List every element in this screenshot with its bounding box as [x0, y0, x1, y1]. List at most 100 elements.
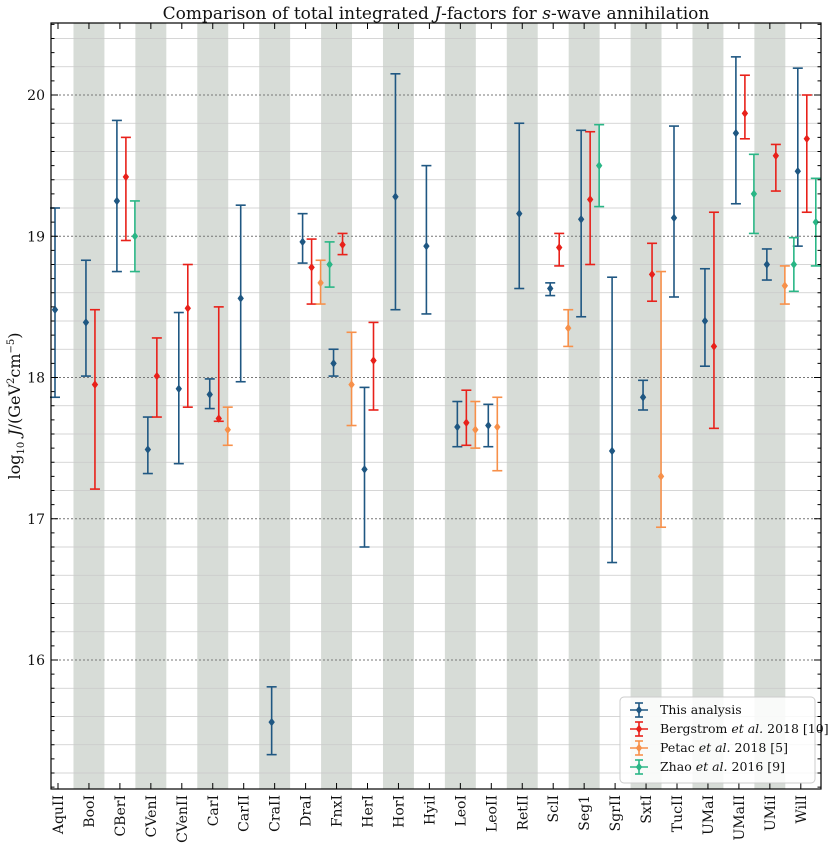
xtick-label-RetII: RetII: [515, 795, 531, 831]
errorbar-1-CBerI: [120, 136, 131, 242]
marker-point: [772, 151, 780, 161]
errorbar-1-UMaI: [708, 211, 719, 430]
marker-point: [423, 241, 430, 251]
errorbar-0-HyiI: [421, 164, 432, 315]
legend-label-0: This analysis: [660, 702, 742, 717]
errorbar-0-DraI: [297, 212, 308, 264]
marker-point: [113, 196, 121, 206]
marker-point: [122, 172, 130, 182]
marker-point: [577, 215, 585, 224]
legend-marker-2: [635, 743, 643, 753]
marker-point: [648, 270, 656, 279]
errorbar-0-BooI: [80, 259, 91, 377]
errorbar-1-SclI: [554, 232, 565, 267]
errorbar-2-SclI: [563, 308, 574, 348]
errorbar-1-UMiI: [770, 143, 781, 192]
errorbar-0-HorI: [390, 73, 401, 311]
xtick-label-FnxI: FnxI: [330, 795, 346, 827]
errorbar-0-UMaII: [730, 56, 741, 205]
errorbar-0-CVenI: [142, 416, 153, 475]
errorbar-1-CarI: [213, 306, 224, 423]
marker-point: [370, 356, 377, 365]
ytick-label-18: 18: [27, 371, 45, 387]
chart-title: Comparison of total integrated J-factors…: [163, 4, 710, 24]
marker-point: [392, 192, 399, 201]
ytick-label-16: 16: [27, 653, 45, 669]
errorbar-2-LeoI: [470, 400, 481, 449]
marker-point: [516, 209, 523, 218]
marker-point: [317, 278, 324, 288]
marker-point: [144, 445, 152, 454]
marker-point: [608, 446, 616, 456]
marker-point: [485, 421, 492, 430]
errorbar-0-LeoI: [452, 400, 463, 448]
marker-point: [224, 425, 231, 435]
errorbar-1-LeoI: [461, 389, 472, 447]
errorbar-0-CBerI: [111, 119, 122, 273]
marker-point: [710, 342, 718, 351]
errorbar-0-CVenII: [173, 311, 184, 465]
marker-point: [153, 371, 161, 381]
marker-point: [206, 390, 213, 399]
errorbar-1-UMaII: [739, 74, 750, 140]
errorbar-0-CarII: [235, 204, 246, 383]
marker-point: [701, 316, 709, 326]
marker-point: [803, 134, 811, 144]
errorbar-0-CarI: [204, 378, 215, 410]
marker-point: [308, 263, 315, 272]
errorbar-0-UMiI: [761, 248, 772, 281]
marker-point: [812, 217, 819, 227]
marker-point: [657, 472, 665, 481]
y-axis-label: log10J/(GeV2cm−5): [5, 332, 27, 479]
xtick-label-BooI: BooI: [82, 795, 98, 828]
xtick-label-Seg1: Seg1: [577, 795, 593, 831]
xtick-label-SgrII: SgrII: [608, 795, 624, 831]
marker-point: [763, 260, 771, 269]
errorbar-0-HerI: [359, 386, 370, 548]
errorbar-0-CraII: [266, 686, 277, 756]
marker-point: [741, 109, 749, 118]
marker-point: [339, 240, 346, 249]
errorbar-1-Seg1: [585, 130, 596, 266]
marker-point: [82, 318, 90, 327]
error-bar-marks: [50, 56, 821, 756]
axis-ticks: 16 17 18 19 20 AquII BooI CBerI CVenI CVenII CarI C…: [27, 23, 821, 843]
marker-point: [91, 380, 99, 389]
xtick-label-SxtI: SxtI: [639, 795, 655, 824]
marker-point: [268, 717, 275, 727]
errorbar-3-WilI: [810, 177, 821, 267]
errorbar-0-SgrII: [607, 276, 618, 564]
errorbar-2-CarI: [222, 406, 233, 447]
legend-box: [619, 696, 816, 784]
marker-point: [326, 260, 333, 269]
marker-point: [237, 294, 244, 303]
xtick-label-UMaII: UMaII: [732, 795, 748, 841]
errorbar-2-UMiI: [779, 265, 790, 305]
errorbar-3-UMiI: [788, 236, 799, 293]
errorbar-0-SxtI: [638, 379, 649, 411]
xtick-label-HyiI: HyiI: [422, 795, 438, 825]
errorbar-2-FnxI: [346, 331, 357, 427]
marker-point: [454, 422, 461, 432]
xtick-label-WilI: WilI: [794, 795, 810, 824]
xtick-label-CarII: CarII: [237, 795, 253, 832]
errorbar-1-DraI: [306, 238, 317, 305]
errorbar-2-SxtI: [656, 270, 667, 529]
errorbar-1-WilI: [801, 94, 812, 214]
xtick-label-SclI: SclI: [546, 795, 562, 822]
xtick-label-HorI: HorI: [391, 795, 407, 828]
marker-point: [348, 380, 355, 389]
legend-label-2: Petac et al. 2018 [5]: [660, 740, 788, 755]
xtick-label-LeoII: LeoII: [484, 795, 500, 832]
xtick-label-HerI: HerI: [361, 795, 377, 828]
xtick-label-UMiI: UMiI: [763, 795, 779, 831]
marker-point: [556, 243, 563, 252]
marker-point: [794, 167, 801, 176]
errorbar-1-HerI: [368, 321, 379, 411]
errorbar-1-FnxI: [337, 232, 348, 256]
ytick-label-19: 19: [27, 229, 45, 245]
marker-point: [565, 323, 572, 333]
errorbar-1-SxtI: [647, 242, 658, 303]
xtick-label-CarI: CarI: [206, 795, 222, 826]
legend-label-3: Zhao et al. 2016 [9]: [660, 759, 785, 774]
